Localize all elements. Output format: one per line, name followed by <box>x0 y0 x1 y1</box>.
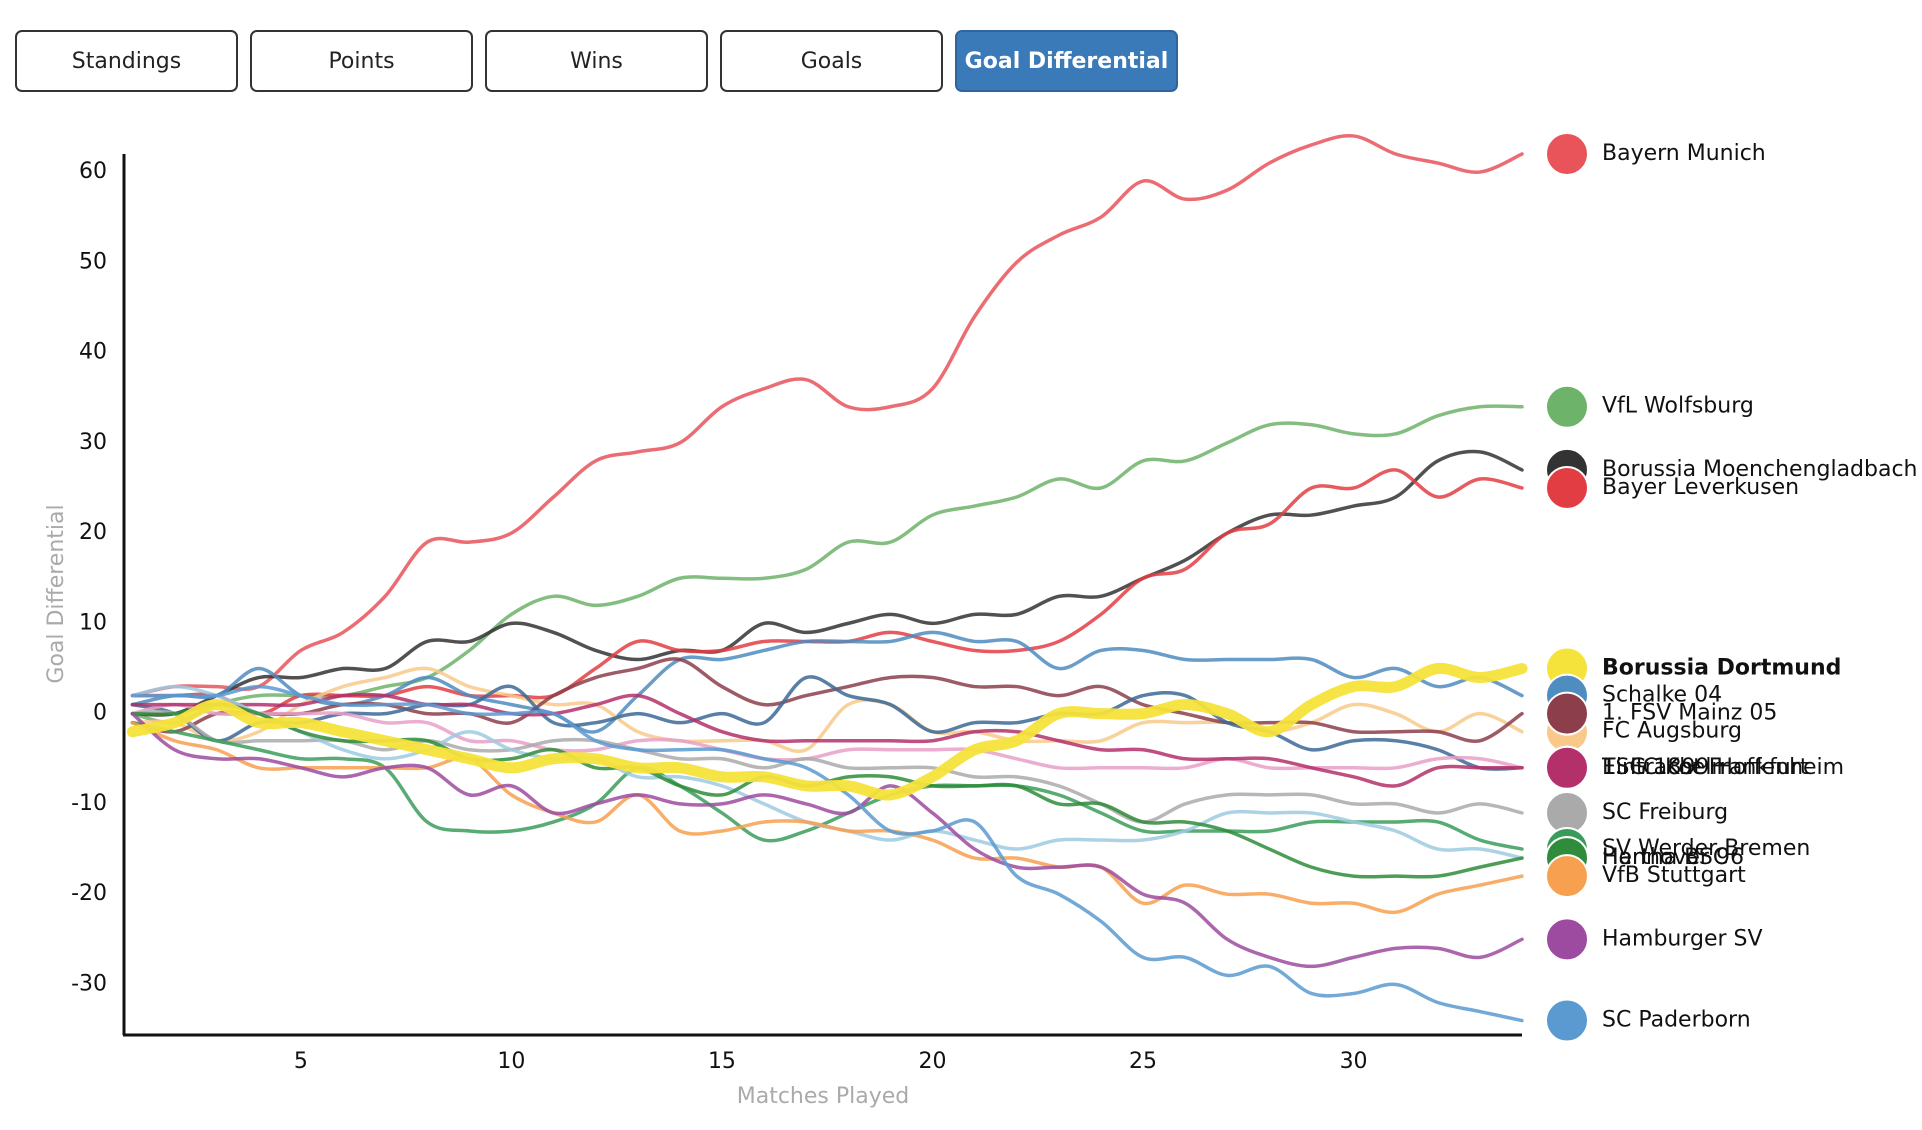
team-label: 1. FSV Mainz 05 <box>1602 701 1777 726</box>
team-label: SC Freiburg <box>1602 800 1728 825</box>
team-label: Hannover 96 <box>1602 845 1744 870</box>
y-tick-label: 10 <box>79 610 107 635</box>
y-axis-label: Goal Differential <box>44 504 69 683</box>
team-label: SV Werder Bremen <box>1602 836 1810 861</box>
series-line <box>130 702 1524 771</box>
x-axis-label: Matches Played <box>737 1084 910 1109</box>
series-line <box>130 720 1524 915</box>
team-label: TSG 1899 Hoffenheim <box>1601 755 1844 780</box>
team-logo <box>1545 132 1589 176</box>
team-label: FC Augsburg <box>1602 719 1742 744</box>
team-label: Bayern Munich <box>1602 141 1766 166</box>
tab-bar: Standings Points Wins Goals Goal Differentia… <box>15 30 1178 92</box>
series-line <box>130 720 1524 851</box>
series-line <box>130 133 1524 698</box>
team-label: Borussia Moenchengladbach <box>1602 457 1918 482</box>
x-tick-label: 15 <box>708 1049 736 1074</box>
x-tick-label: 10 <box>497 1049 525 1074</box>
series-line <box>130 692 1524 788</box>
series-line <box>130 709 1524 824</box>
team-label: Eintracht Frankfurt <box>1602 755 1809 780</box>
tab-button[interactable]: Goal Differential <box>955 30 1178 92</box>
team-label: SC Paderborn <box>1602 1008 1751 1033</box>
team-logo <box>1545 998 1589 1043</box>
y-tick-label: 30 <box>79 430 107 455</box>
series-line <box>130 449 1524 717</box>
team-logo <box>1545 917 1589 962</box>
y-tick-label: 60 <box>79 159 107 184</box>
y-tick-label: -10 <box>71 791 107 816</box>
tab-button[interactable]: Points <box>250 30 473 92</box>
tab-button[interactable]: Standings <box>15 30 238 92</box>
team-logo <box>1545 745 1589 790</box>
x-tick-label: 5 <box>294 1049 308 1074</box>
team-logo <box>1545 465 1589 510</box>
team-label: Borussia Dortmund <box>1602 656 1841 681</box>
series-line <box>130 404 1524 725</box>
y-tick-label: 0 <box>93 701 107 726</box>
series-line <box>130 468 1524 716</box>
team-logo <box>1545 691 1589 736</box>
team-label: VfL Wolfsburg <box>1602 394 1754 419</box>
team-label: VfB Stuttgart <box>1602 863 1746 888</box>
series-line <box>126 662 1528 801</box>
team-logo <box>1545 854 1589 899</box>
y-tick-label: 40 <box>79 340 107 365</box>
tab-button[interactable]: Goals <box>720 30 943 92</box>
x-tick-label: 20 <box>918 1049 946 1074</box>
series-line <box>130 666 1524 753</box>
x-tick-label: 30 <box>1340 1049 1368 1074</box>
team-label: Bayer Leverkusen <box>1602 475 1799 500</box>
team-label: Hamburger SV <box>1602 926 1763 951</box>
y-tick-label: 20 <box>79 520 107 545</box>
team-label: 1. FC Koeln <box>1602 755 1725 780</box>
y-tick-label: -20 <box>71 881 107 906</box>
tab-button[interactable]: Wins <box>485 30 708 92</box>
y-tick-label: -30 <box>71 971 107 996</box>
x-tick-label: 25 <box>1129 1049 1157 1074</box>
series-line <box>130 675 1524 771</box>
series-line <box>130 711 1524 969</box>
y-tick-label: 50 <box>79 249 107 274</box>
team-logo <box>1545 384 1589 429</box>
team-label: Hertha BSC <box>1602 845 1728 870</box>
team-label: Schalke 04 <box>1602 683 1722 708</box>
